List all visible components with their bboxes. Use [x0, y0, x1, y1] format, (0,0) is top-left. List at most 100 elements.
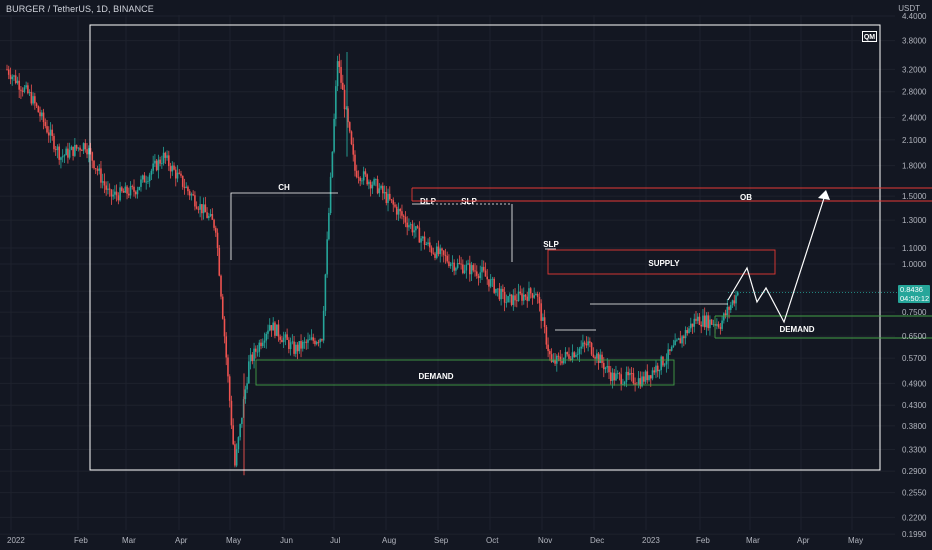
candle-body [336, 61, 339, 87]
x-tick-label: Mar [122, 536, 136, 545]
candle-body [368, 181, 370, 185]
candle-body [67, 148, 69, 158]
candle-body [623, 381, 626, 385]
candle-body [500, 288, 502, 300]
candle-body [559, 356, 562, 362]
candle-body [361, 180, 363, 182]
candle-body [263, 340, 266, 343]
candle-body [580, 346, 582, 349]
candle-body [564, 352, 567, 358]
candle-body [39, 112, 41, 117]
candle-body [331, 151, 334, 177]
candle-body [347, 108, 349, 123]
candle-body [735, 295, 737, 304]
candle-body [312, 337, 315, 341]
candle-body [401, 211, 403, 216]
candle-body [679, 338, 682, 344]
analysis-frame [89, 24, 881, 471]
x-tick-label: Dec [590, 536, 604, 545]
candle-body [234, 444, 236, 466]
candle-body [300, 341, 302, 349]
candle-body [93, 160, 95, 169]
candle-body [441, 248, 443, 251]
candle-body [23, 87, 26, 92]
x-tick-label: Mar [746, 536, 760, 545]
y-tick-label: 2.4000 [902, 113, 927, 122]
candle-body [232, 425, 234, 445]
x-tick-label: Nov [538, 536, 552, 545]
candle-body [42, 112, 45, 123]
candle-body [303, 341, 306, 343]
candle-body [152, 163, 154, 171]
candle-body [547, 344, 549, 352]
candle-body [44, 122, 47, 127]
candle-body [637, 378, 640, 385]
candle-body [653, 370, 656, 373]
candle-body [702, 315, 704, 327]
candle-body [185, 186, 188, 188]
candle-body [587, 341, 589, 346]
candle-body [65, 148, 67, 156]
candle-body [335, 86, 337, 119]
candle-body [70, 146, 73, 150]
candle-body [482, 266, 485, 271]
candle-body [63, 155, 66, 157]
x-tick-label: Aug [382, 536, 396, 545]
candle-body [208, 215, 210, 218]
candle-body [435, 246, 438, 258]
candle-body [248, 361, 250, 384]
candle-body [404, 216, 407, 223]
candle-body [157, 159, 160, 171]
candle-body [430, 247, 433, 253]
candle-body [47, 132, 50, 136]
candle-body [180, 173, 182, 176]
y-tick-label: 0.6500 [902, 332, 927, 341]
candle-body [455, 267, 457, 271]
candle-body [491, 278, 494, 280]
candle-body [96, 168, 99, 171]
candle-body [378, 188, 381, 194]
candle-body [98, 168, 101, 171]
candle-body [707, 315, 709, 329]
candle-body [698, 316, 701, 325]
candle-body [194, 195, 196, 207]
candle-body [21, 90, 24, 92]
candle-body [507, 296, 509, 303]
candle-body [237, 437, 240, 450]
candle-body [484, 270, 487, 277]
candle-body [223, 318, 226, 337]
candle-body [140, 179, 142, 187]
candle-body [284, 334, 287, 338]
candles-layer [6, 51, 898, 476]
candle-body [695, 318, 697, 321]
candle-body [77, 147, 80, 149]
candle-body [267, 330, 269, 334]
candle-body [79, 147, 81, 151]
candle-body [416, 226, 419, 228]
candle-body [538, 296, 541, 304]
candle-body [515, 300, 518, 302]
candle-body [108, 188, 111, 190]
y-tick-label: 0.7500 [902, 308, 927, 317]
candle-body [411, 224, 414, 233]
candle-body [110, 189, 113, 197]
candle-body [227, 357, 229, 377]
x-tick-label: Sep [434, 536, 449, 545]
candle-body [390, 199, 393, 201]
candle-body [496, 288, 499, 290]
y-tick-label: 0.4300 [902, 401, 927, 410]
candle-body [35, 103, 38, 107]
candle-body [195, 206, 198, 209]
candle-body [376, 179, 379, 194]
candle-body [540, 303, 542, 321]
candle-body [474, 270, 476, 272]
candle-body [159, 159, 161, 164]
candle-body [463, 270, 466, 274]
candle-body [270, 325, 273, 331]
candle-body [449, 263, 452, 267]
candle-body [364, 171, 367, 175]
candle-body [503, 291, 506, 303]
candle-body [260, 342, 262, 347]
candle-body [89, 148, 92, 153]
